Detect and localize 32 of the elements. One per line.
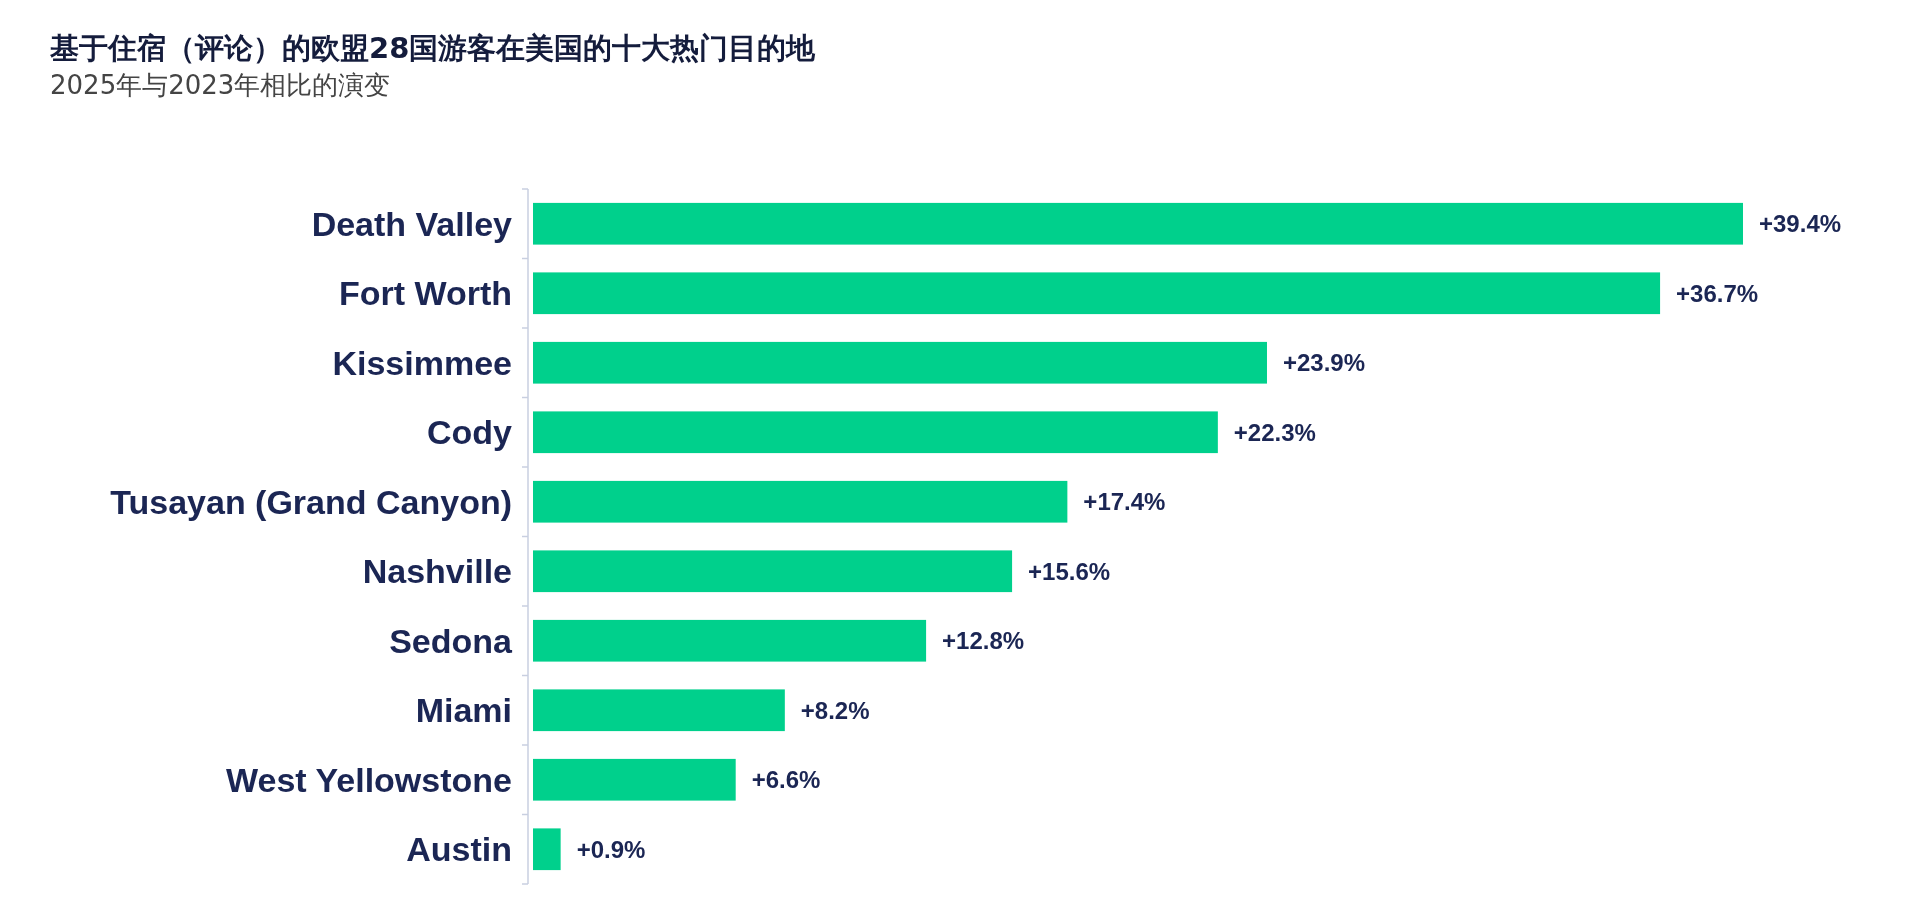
data-label: +39.4% [1759, 210, 1842, 238]
bar [533, 480, 1068, 523]
y-tick-label: Cody [427, 413, 513, 452]
y-tick-label: Death Valley [311, 204, 513, 243]
data-label: +22.3% [1233, 418, 1316, 446]
y-tick-label: Miami [415, 691, 512, 730]
y-tick-label: Fort Worth [338, 274, 512, 313]
data-label: +23.9% [1282, 349, 1366, 377]
y-tick-label: Nashville [362, 552, 512, 591]
bar [533, 689, 785, 732]
bar [533, 411, 1218, 454]
data-label: +8.2% [800, 696, 870, 724]
data-label: +36.7% [1676, 279, 1759, 307]
bar [533, 619, 927, 662]
bar [533, 758, 736, 801]
data-label: +6.6% [751, 766, 821, 794]
y-tick-label: West Yellowstone [226, 760, 512, 799]
y-tick-label: Kissimmee [332, 343, 512, 382]
data-label: +17.4% [1083, 488, 1166, 516]
y-tick-label: Austin [406, 830, 512, 869]
chart-title: 基于住宿（评论）的欧盟28国游客在美国的十大热门目的地 [49, 31, 817, 65]
bar [533, 828, 561, 871]
bar [533, 550, 1013, 593]
text: 2025年与2023年相比的演变 [50, 70, 391, 100]
y-tick-label: Sedona [389, 621, 514, 660]
data-label: +12.8% [942, 627, 1025, 655]
bar [533, 202, 1743, 245]
data-label: +15.6% [1028, 557, 1111, 585]
data-label: +0.9% [576, 835, 646, 863]
bar [533, 341, 1267, 384]
y-tick-label: Tusayan (Grand Canyon) [110, 482, 512, 521]
bar [533, 272, 1661, 315]
